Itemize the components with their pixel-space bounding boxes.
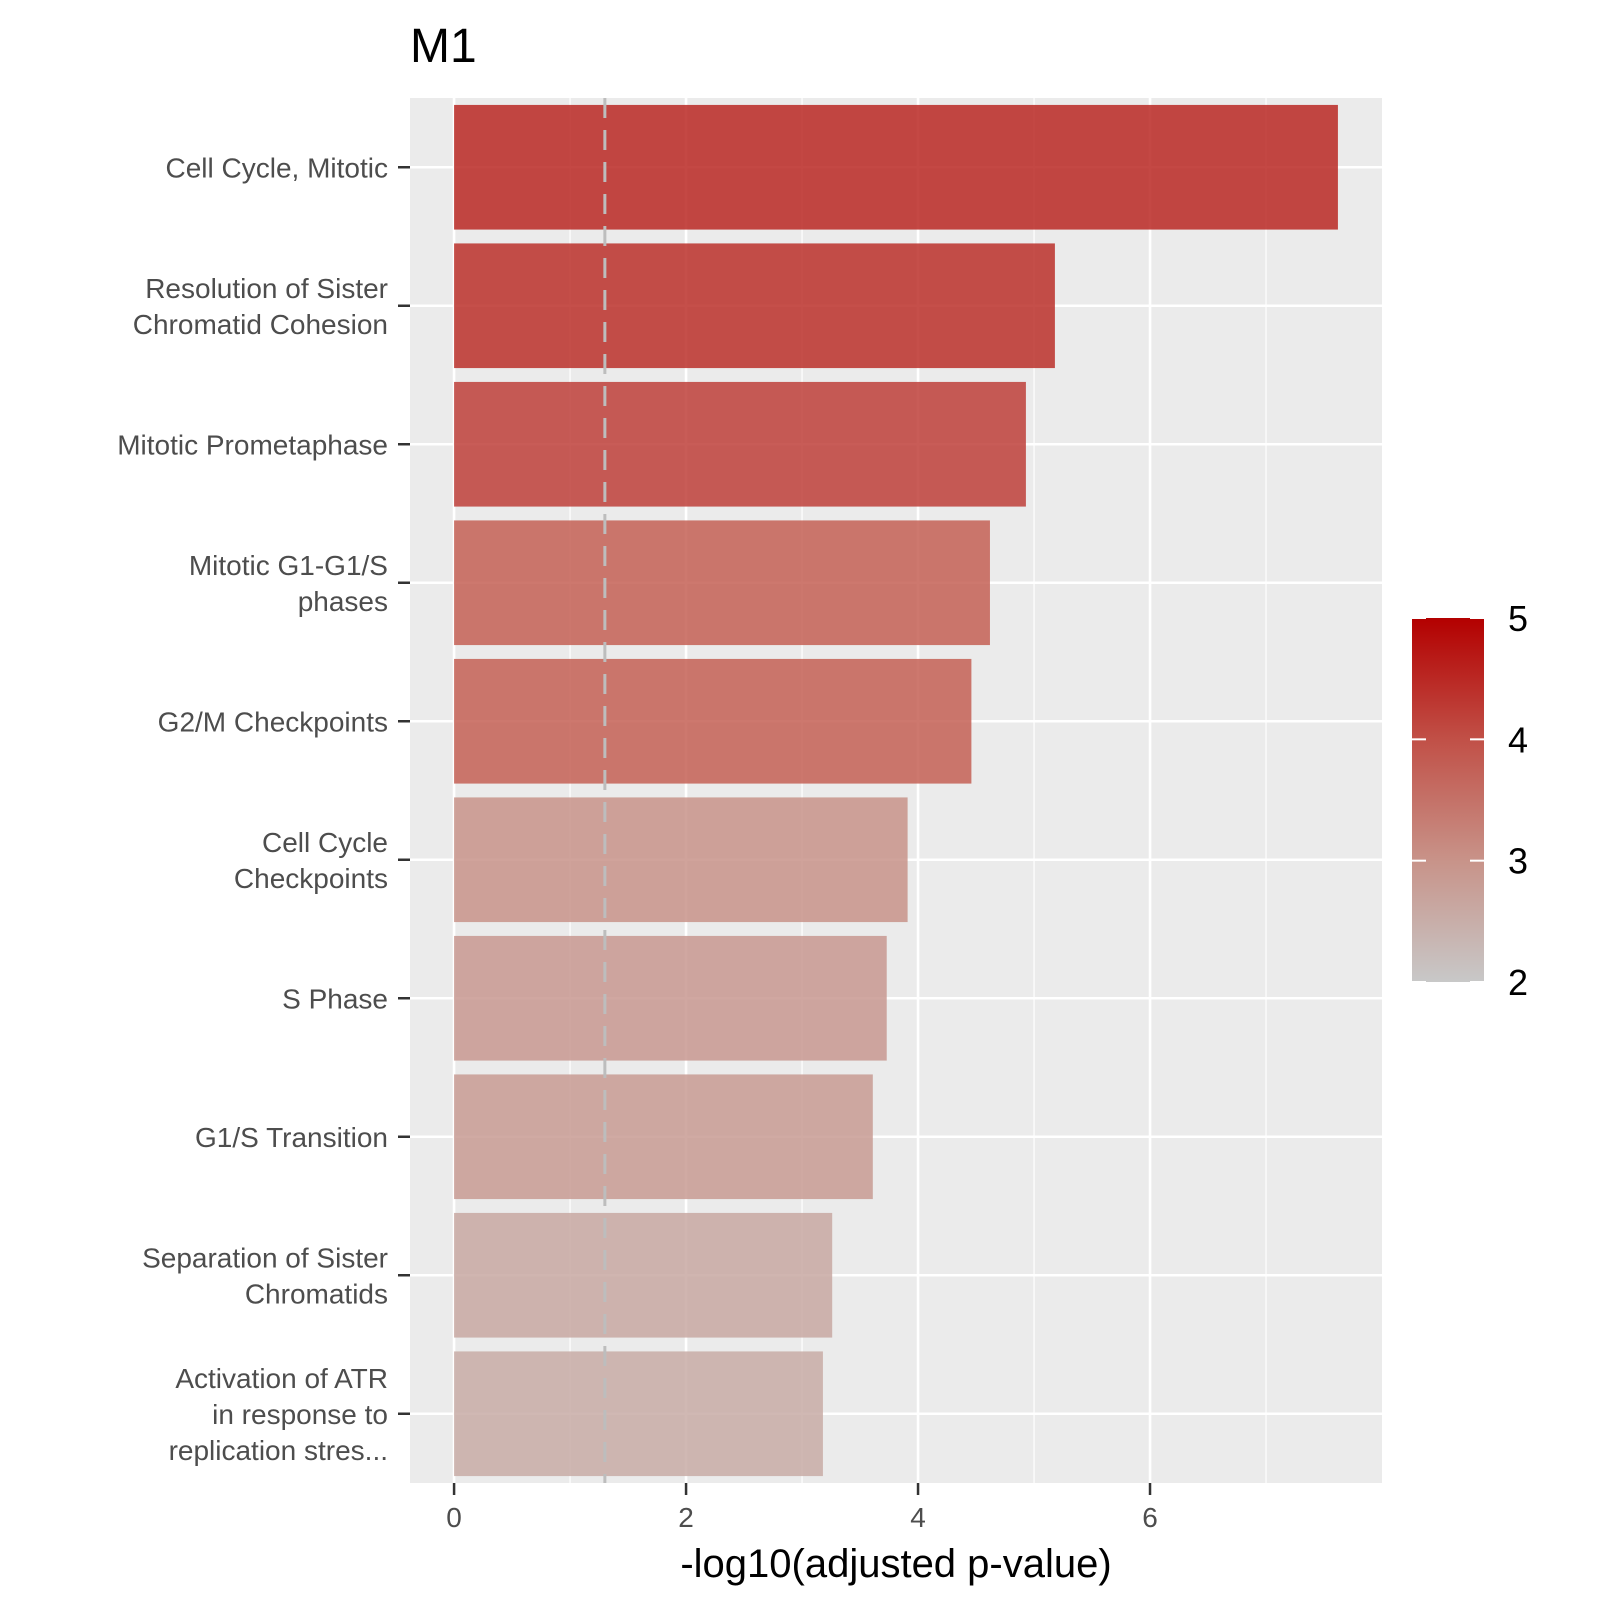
- legend-colorbar: [1412, 618, 1484, 982]
- bar: [454, 381, 1026, 507]
- x-tick-label: 4: [910, 1502, 926, 1533]
- bar: [454, 797, 908, 923]
- legend-tick-label: 2: [1508, 962, 1528, 1003]
- y-tick-label: Activation of ATR in response to replicati…: [169, 1363, 388, 1466]
- y-tick-label: Resolution of Sister Chromatid Cohesion: [133, 273, 388, 340]
- y-tick-label: S Phase: [282, 983, 388, 1014]
- y-tick-label: Mitotic Prometaphase: [117, 429, 388, 460]
- y-tick-label: G2/M Checkpoints: [158, 706, 388, 737]
- legend-tick-label: 5: [1508, 598, 1528, 639]
- chart-title: M1: [410, 20, 477, 73]
- bar: [454, 1212, 833, 1338]
- x-tick-label: 2: [678, 1502, 694, 1533]
- x-axis-title: -log10(adjusted p-value): [680, 1542, 1111, 1586]
- bar: [454, 104, 1338, 230]
- bar: [454, 1074, 873, 1200]
- y-tick-label: Cell Cycle Checkpoints: [234, 827, 388, 894]
- y-axis: Cell Cycle, Mitotic Resolution of Sister C…: [117, 152, 410, 1466]
- bar: [454, 243, 1055, 369]
- y-tick-label: Mitotic G1-G1/S phases: [189, 550, 388, 617]
- bar: [454, 935, 887, 1061]
- y-tick-label: Separation of Sister Chromatids: [142, 1242, 388, 1309]
- bar: [454, 1351, 823, 1477]
- color-legend: 2 3 4 5: [1412, 598, 1528, 1003]
- legend-tick-label: 3: [1508, 841, 1528, 882]
- x-tick-label: 0: [446, 1502, 462, 1533]
- y-tick-label: Cell Cycle, Mitotic: [166, 152, 388, 183]
- x-axis: 0 2 4 6: [446, 1483, 1158, 1533]
- bars: [454, 104, 1338, 1477]
- legend-tick-label: 4: [1508, 719, 1528, 760]
- bar: [454, 658, 972, 784]
- x-tick-label: 6: [1142, 1502, 1158, 1533]
- bar: [454, 520, 990, 646]
- y-tick-label: G1/S Transition: [195, 1122, 388, 1153]
